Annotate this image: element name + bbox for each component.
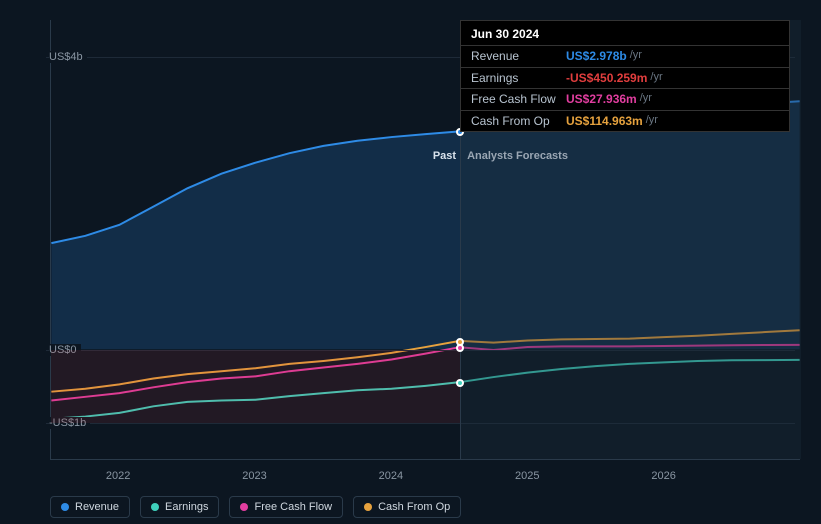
legend-dot-icon <box>240 503 248 511</box>
past-region: Past <box>51 20 460 459</box>
legend-item-cfo[interactable]: Cash From Op <box>353 496 461 518</box>
tooltip-metric-value: US$114.963m <box>566 114 643 128</box>
tooltip-row: RevenueUS$2.978b/yr <box>461 45 789 66</box>
tooltip-metric-label: Cash From Op <box>471 114 566 128</box>
chart-legend: Revenue Earnings Free Cash Flow Cash From O… <box>50 496 461 518</box>
legend-item-fcf[interactable]: Free Cash Flow <box>229 496 343 518</box>
x-axis-label: 2026 <box>651 470 675 482</box>
past-label: Past <box>433 150 456 162</box>
x-axis-label: 2023 <box>242 470 266 482</box>
tooltip-metric-value: -US$450.259m <box>566 71 647 85</box>
legend-dot-icon <box>364 503 372 511</box>
financial-forecast-chart: -US$1bUS$0US$4bAnalysts ForecastsPast Ju… <box>20 20 800 500</box>
tooltip-unit: /yr <box>640 92 652 106</box>
legend-label: Earnings <box>165 501 208 513</box>
x-axis-label: 2024 <box>379 470 403 482</box>
tooltip-unit: /yr <box>630 49 642 63</box>
x-axis-label: 2022 <box>106 470 130 482</box>
tooltip-metric-value: US$27.936m <box>566 92 637 106</box>
tooltip-metric-label: Earnings <box>471 71 566 85</box>
tooltip-date: Jun 30 2024 <box>461 21 789 45</box>
chart-tooltip: Jun 30 2024 RevenueUS$2.978b/yrEarnings-… <box>460 20 790 132</box>
marker-cfo <box>456 338 464 346</box>
legend-label: Revenue <box>75 501 119 513</box>
tooltip-row: Earnings-US$450.259m/yr <box>461 67 789 88</box>
legend-dot-icon <box>151 503 159 511</box>
tooltip-row: Cash From OpUS$114.963m/yr <box>461 110 789 131</box>
tooltip-metric-value: US$2.978b <box>566 49 627 63</box>
legend-dot-icon <box>61 503 69 511</box>
tooltip-row: Free Cash FlowUS$27.936m/yr <box>461 88 789 109</box>
tooltip-unit: /yr <box>650 71 662 85</box>
legend-item-earnings[interactable]: Earnings <box>140 496 219 518</box>
x-axis-label: 2025 <box>515 470 539 482</box>
tooltip-metric-label: Revenue <box>471 49 566 63</box>
tooltip-metric-label: Free Cash Flow <box>471 92 566 106</box>
legend-item-revenue[interactable]: Revenue <box>50 496 130 518</box>
marker-earnings <box>456 379 464 387</box>
legend-label: Free Cash Flow <box>254 501 332 513</box>
legend-label: Cash From Op <box>378 501 450 513</box>
forecast-label: Analysts Forecasts <box>467 150 568 162</box>
tooltip-unit: /yr <box>646 114 658 128</box>
